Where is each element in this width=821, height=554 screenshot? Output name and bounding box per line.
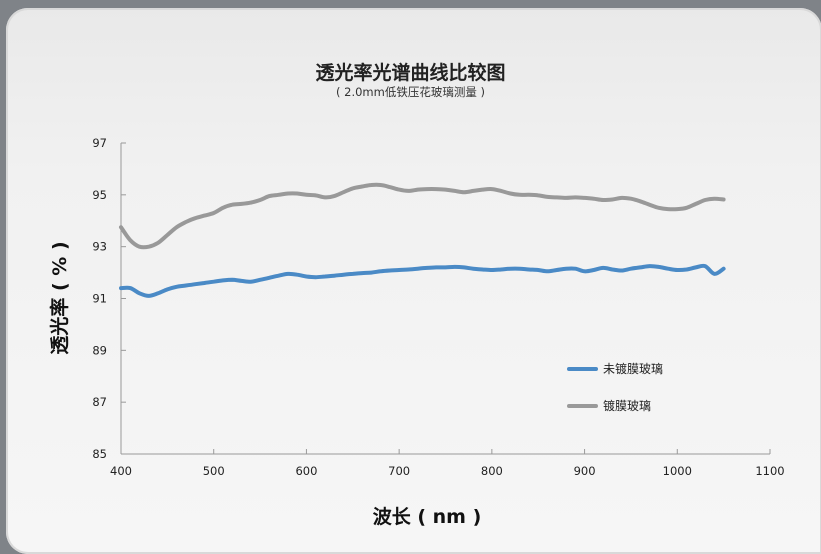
series-line-0 bbox=[119, 263, 726, 298]
x-axis-label: 波长 ( nm ) bbox=[373, 505, 482, 528]
x-tick-label: 800 bbox=[481, 464, 503, 478]
x-tick-label: 900 bbox=[574, 464, 596, 478]
y-axis-label: 透光率 ( % ) bbox=[48, 241, 71, 354]
y-tick-label: 95 bbox=[92, 188, 107, 202]
legend-label-1: 镀膜玻璃 bbox=[603, 399, 651, 413]
chart-title: 透光率光谱曲线比较图 bbox=[315, 62, 506, 84]
series-line-1 bbox=[119, 182, 726, 250]
x-tick-label: 500 bbox=[203, 464, 225, 478]
series-lines bbox=[119, 182, 726, 298]
y-tick-label: 93 bbox=[92, 240, 107, 254]
x-tick-label: 600 bbox=[295, 464, 317, 478]
x-tick-label: 1100 bbox=[755, 464, 784, 478]
y-ticks: 85 87 89 91 93 95 97 bbox=[92, 136, 126, 461]
y-tick-label: 89 bbox=[92, 343, 107, 357]
x-tick-label: 700 bbox=[388, 464, 410, 478]
legend-label-0: 未镀膜玻璃 bbox=[603, 362, 663, 376]
y-tick-label: 91 bbox=[92, 292, 107, 306]
x-tick-label: 400 bbox=[110, 464, 132, 478]
y-tick-label: 97 bbox=[92, 136, 107, 150]
x-tick-label: 1000 bbox=[663, 464, 692, 478]
y-tick-label: 85 bbox=[92, 447, 107, 461]
y-tick-label: 87 bbox=[92, 395, 107, 409]
chart-frame bbox=[6, 8, 821, 554]
x-ticks: 400 500 600 700 800 900 1000 1100 bbox=[110, 449, 785, 478]
chart-subtitle: ( 2.0mm低铁压花玻璃测量 ) bbox=[336, 85, 485, 99]
